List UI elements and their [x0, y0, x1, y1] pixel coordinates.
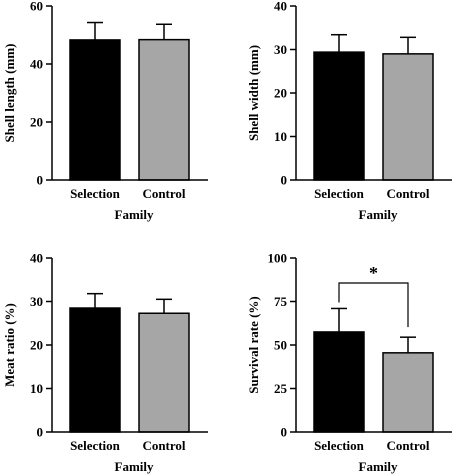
bar-selection — [69, 39, 121, 181]
y-tick-label: 20 — [274, 86, 287, 101]
y-tick-label: 30 — [30, 294, 43, 309]
y-tick-label: 0 — [281, 425, 288, 440]
x-axis-title: Family — [359, 207, 398, 222]
category-label-selection: Selection — [314, 438, 365, 453]
y-tick-label: 75 — [274, 294, 288, 309]
y-tick-label: 40 — [30, 57, 43, 72]
category-label-selection: Selection — [70, 438, 121, 453]
y-tick-label: 40 — [30, 251, 43, 266]
y-axis-title: Meat ratio (%) — [2, 303, 17, 387]
panel-survival-rate: Selection Control 0 25 50 75 100 Family Survival… — [246, 251, 452, 474]
y-tick-label: 20 — [30, 338, 43, 353]
y-tick-label: 60 — [30, 0, 43, 14]
bar-control — [382, 352, 434, 433]
y-tick-label: 10 — [274, 129, 287, 144]
category-label-control: Control — [142, 186, 185, 201]
bar-control — [138, 312, 190, 433]
x-axis-title: Family — [115, 207, 154, 222]
y-axis-title: Shell width (mm) — [246, 45, 261, 141]
x-axis-title: Family — [359, 459, 398, 474]
bar-selection — [69, 307, 121, 433]
bar-control — [382, 53, 434, 181]
category-label-selection: Selection — [314, 186, 365, 201]
y-tick-label: 10 — [30, 381, 43, 396]
y-tick-label: 0 — [37, 173, 44, 188]
bar-selection — [313, 51, 365, 181]
bar-selection — [313, 331, 365, 433]
panel-meat-ratio: Selection Control 0 10 20 30 40 Family Meat rati… — [2, 251, 208, 474]
y-tick-label: 100 — [268, 251, 288, 266]
category-label-control: Control — [386, 438, 429, 453]
panel-shell-width: Selection Control 0 10 20 30 40 Family Shell wid… — [246, 0, 452, 222]
y-tick-label: 50 — [274, 338, 287, 353]
significance-bracket — [338, 282, 409, 328]
category-label-control: Control — [386, 186, 429, 201]
significance-label: * — [369, 263, 378, 283]
x-axis-title: Family — [115, 459, 154, 474]
bar-control — [138, 38, 190, 181]
y-axis-title: Survival rate (%) — [246, 296, 261, 393]
y-tick-label: 40 — [274, 0, 287, 14]
category-label-control: Control — [142, 438, 185, 453]
y-axis-title: Shell length (mm) — [2, 44, 17, 143]
y-tick-label: 0 — [281, 173, 288, 188]
y-tick-label: 25 — [274, 381, 288, 396]
panel-shell-length: Selection Control 0 20 40 60 Family Shell lengt… — [2, 0, 208, 222]
y-tick-label: 0 — [37, 425, 44, 440]
y-tick-label: 20 — [30, 115, 43, 130]
category-label-selection: Selection — [70, 186, 121, 201]
y-tick-label: 30 — [274, 42, 287, 57]
